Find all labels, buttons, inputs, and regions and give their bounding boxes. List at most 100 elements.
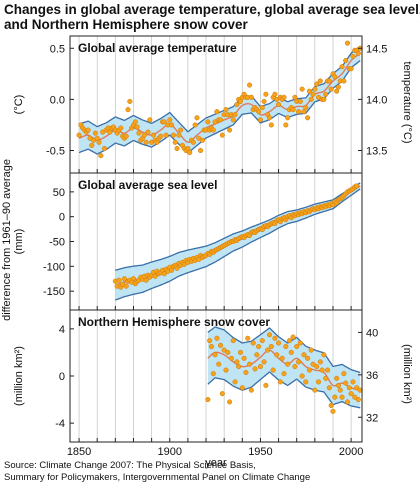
data-point [332,394,338,400]
data-point [116,277,122,283]
data-point [174,265,180,271]
source-note: Source: Climate Change 2007: The Physica… [4,460,310,483]
data-point [257,117,263,123]
data-point [317,359,323,365]
data-point [223,107,229,113]
data-point [207,338,213,344]
y-tick-label: -150 [43,286,65,298]
data-point [306,367,312,373]
data-point [276,340,282,346]
data-point [328,86,334,92]
data-point [216,361,222,367]
data-point [257,364,263,370]
data-point [299,373,305,379]
data-point [237,349,244,355]
data-point [199,137,205,143]
data-point [310,91,316,97]
data-point [337,387,343,393]
data-point [98,153,104,159]
band-lower-edge [207,371,361,409]
data-point [141,132,147,138]
data-point [236,364,242,370]
panel-frame [69,172,363,311]
y-tick-label: -50 [49,237,65,249]
data-point [274,352,280,358]
data-point [158,133,164,139]
data-point [230,117,236,123]
data-point [352,394,358,400]
data-point [261,359,267,365]
data-point [290,107,296,113]
data-point [92,130,98,136]
data-point [194,115,200,121]
data-point [354,385,360,391]
data-point [305,355,311,361]
right-axis-label: temperature (°C) [401,61,413,143]
data-point [341,371,347,377]
band-lower-edge [78,60,361,155]
data-point [354,183,360,189]
data-point [190,139,196,145]
data-point [323,375,329,381]
data-point [170,132,176,138]
data-point [272,91,278,97]
band-upper-edge [115,182,361,271]
panel-title: Northern Hemisphere snow cover [78,315,270,329]
data-point [355,397,361,403]
data-point [306,88,312,94]
data-point [308,96,314,102]
x-tick-label: 1850 [67,446,91,458]
data-point [256,109,262,115]
data-point [265,347,271,353]
data-point [268,122,274,128]
x-tick-label: 1900 [158,446,182,458]
data-point [205,397,211,403]
data-point [245,335,251,341]
data-point [334,375,340,381]
right-tick-label: 32 [366,412,378,424]
smoothed-line [207,349,361,391]
y-tick-label: -0.5 [46,146,65,158]
data-point [324,367,331,373]
data-point [169,122,175,128]
data-point [256,343,262,350]
data-point [136,130,142,136]
data-point [297,340,303,346]
band-lower-edge [115,188,361,301]
data-point [228,355,234,361]
right-tick-label: 14.0 [366,94,387,106]
data-point [219,132,225,138]
data-point [314,364,320,370]
data-point [303,379,309,385]
data-point [248,94,254,100]
data-point [317,78,323,84]
data-point [343,57,349,64]
y-tick-label: 4 [59,324,65,336]
data-point [321,96,327,102]
data-point [295,359,302,365]
data-point [85,127,91,133]
data-point [239,385,245,391]
data-point [174,145,180,152]
data-point [143,277,149,283]
data-point [198,147,204,154]
data-point [96,139,102,145]
y-tick-label: 0.5 [50,43,65,55]
data-point [210,127,216,133]
uncertainty-band [207,326,361,408]
data-point [288,349,294,355]
data-point [254,352,260,358]
data-point [308,347,314,353]
data-point [147,117,153,123]
data-point [326,78,332,84]
y-tick-label: 50 [53,187,65,199]
data-point [217,342,224,348]
data-point [346,385,352,391]
data-point [281,94,287,100]
panel-title: Global average temperature [78,41,237,55]
data-point [219,391,225,397]
right-tick-label: 36 [366,370,378,382]
data-point [283,122,289,128]
data-point [315,379,322,385]
